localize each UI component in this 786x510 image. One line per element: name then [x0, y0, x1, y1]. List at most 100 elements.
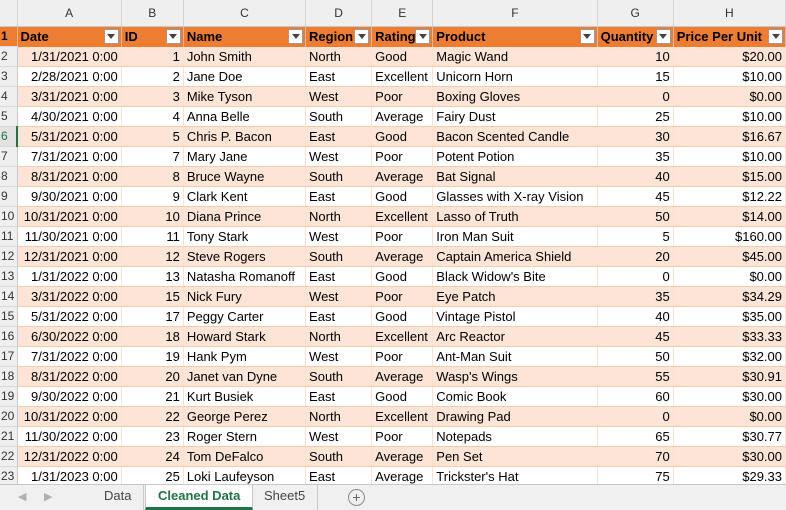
table-cell[interactable]: 3/31/2021 0:00 — [17, 86, 122, 107]
header-cell-name[interactable]: Name — [183, 26, 307, 47]
table-cell[interactable]: Average — [371, 366, 434, 387]
table-cell[interactable]: Unicorn Horn — [432, 66, 598, 87]
row-number[interactable]: 8 — [0, 166, 18, 187]
table-cell[interactable]: Chris P. Bacon — [183, 126, 307, 147]
table-cell[interactable]: 1 — [121, 46, 184, 67]
table-cell[interactable]: $14.00 — [673, 206, 786, 227]
header-cell-id[interactable]: ID — [121, 26, 184, 47]
row-number[interactable]: 23 — [0, 466, 18, 484]
table-cell[interactable]: Mary Jane — [183, 146, 307, 167]
table-cell[interactable]: Good — [371, 386, 434, 407]
filter-dropdown-icon[interactable] — [354, 29, 370, 44]
row-number[interactable]: 1 — [0, 26, 18, 47]
table-cell[interactable]: 11 — [121, 226, 184, 247]
table-cell[interactable]: 12/31/2022 0:00 — [17, 446, 122, 467]
table-cell[interactable]: Poor — [371, 86, 434, 107]
table-cell[interactable]: Steve Rogers — [183, 246, 307, 267]
table-cell[interactable]: Kurt Busiek — [183, 386, 307, 407]
table-cell[interactable]: Average — [371, 446, 434, 467]
table-cell[interactable]: Poor — [371, 146, 434, 167]
table-cell[interactable]: 18 — [121, 326, 184, 347]
table-cell[interactable]: 11/30/2021 0:00 — [17, 226, 122, 247]
tab-cleaned-data[interactable]: Cleaned Data — [145, 485, 254, 510]
table-cell[interactable]: 70 — [597, 446, 674, 467]
table-cell[interactable]: $10.00 — [673, 66, 786, 87]
table-cell[interactable]: Notepads — [432, 426, 598, 447]
table-cell[interactable]: Hank Pym — [183, 346, 307, 367]
table-cell[interactable]: Howard Stark — [183, 326, 307, 347]
table-cell[interactable]: 23 — [121, 426, 184, 447]
table-cell[interactable]: Roger Stern — [183, 426, 307, 447]
row-number[interactable]: 16 — [0, 326, 18, 347]
table-cell[interactable]: 9/30/2021 0:00 — [17, 186, 122, 207]
select-all-corner[interactable] — [0, 0, 18, 27]
table-cell[interactable]: 1/31/2022 0:00 — [17, 266, 122, 287]
table-cell[interactable]: Excellent — [371, 66, 434, 87]
row-number[interactable]: 18 — [0, 366, 18, 387]
table-cell[interactable]: 25 — [121, 466, 184, 484]
filter-dropdown-icon[interactable] — [165, 29, 181, 44]
row-number[interactable]: 7 — [0, 146, 18, 167]
table-cell[interactable]: East — [305, 386, 373, 407]
table-cell[interactable]: West — [305, 346, 373, 367]
row-number[interactable]: 4 — [0, 86, 18, 107]
table-cell[interactable]: 65 — [597, 426, 674, 447]
table-cell[interactable]: East — [305, 66, 373, 87]
table-cell[interactable]: West — [305, 86, 373, 107]
table-cell[interactable]: South — [305, 246, 373, 267]
filter-dropdown-icon[interactable] — [768, 29, 783, 44]
table-cell[interactable]: 2 — [121, 66, 184, 87]
table-cell[interactable]: 0 — [597, 266, 674, 287]
table-cell[interactable]: $30.77 — [673, 426, 786, 447]
row-number[interactable]: 21 — [0, 426, 18, 447]
table-cell[interactable]: Good — [371, 306, 434, 327]
table-cell[interactable]: 40 — [597, 166, 674, 187]
column-header-b[interactable]: B — [121, 0, 184, 27]
table-cell[interactable]: $160.00 — [673, 226, 786, 247]
row-number[interactable]: 14 — [0, 286, 18, 307]
table-cell[interactable]: 4/30/2021 0:00 — [17, 106, 122, 127]
table-cell[interactable]: John Smith — [183, 46, 307, 67]
table-cell[interactable]: 7 — [121, 146, 184, 167]
table-cell[interactable]: East — [305, 266, 373, 287]
table-cell[interactable]: North — [305, 46, 373, 67]
table-cell[interactable]: 15 — [121, 286, 184, 307]
table-cell[interactable]: South — [305, 106, 373, 127]
tab-sheet5[interactable]: Sheet5 — [252, 485, 319, 510]
table-cell[interactable]: Excellent — [371, 406, 434, 427]
table-cell[interactable]: 15 — [597, 66, 674, 87]
table-cell[interactable]: 3 — [121, 86, 184, 107]
row-number[interactable]: 6 — [0, 126, 19, 147]
table-cell[interactable]: Bacon Scented Candle — [432, 126, 598, 147]
table-cell[interactable]: 7/31/2022 0:00 — [17, 346, 122, 367]
table-cell[interactable]: Nick Fury — [183, 286, 307, 307]
table-cell[interactable]: 75 — [597, 466, 674, 484]
table-cell[interactable]: 22 — [121, 406, 184, 427]
table-cell[interactable]: Drawing Pad — [432, 406, 598, 427]
row-number[interactable]: 2 — [0, 46, 18, 67]
table-cell[interactable]: 24 — [121, 446, 184, 467]
table-cell[interactable]: $29.33 — [673, 466, 786, 484]
table-cell[interactable]: Bat Signal — [432, 166, 598, 187]
table-cell[interactable]: South — [305, 366, 373, 387]
table-cell[interactable]: 55 — [597, 366, 674, 387]
table-cell[interactable]: 5 — [597, 226, 674, 247]
column-header-h[interactable]: H — [673, 0, 786, 27]
row-number[interactable]: 11 — [0, 226, 18, 247]
table-cell[interactable]: 50 — [597, 206, 674, 227]
table-cell[interactable]: Good — [371, 266, 434, 287]
table-cell[interactable]: East — [305, 186, 373, 207]
column-header-e[interactable]: E — [371, 0, 434, 27]
table-cell[interactable]: West — [305, 426, 373, 447]
table-cell[interactable]: Eye Patch — [432, 286, 598, 307]
table-cell[interactable]: $30.00 — [673, 446, 786, 467]
table-cell[interactable]: Natasha Romanoff — [183, 266, 307, 287]
table-cell[interactable]: 9 — [121, 186, 184, 207]
table-cell[interactable]: Magic Wand — [432, 46, 598, 67]
filter-dropdown-icon[interactable] — [103, 29, 119, 44]
table-cell[interactable]: George Perez — [183, 406, 307, 427]
row-number[interactable]: 12 — [0, 246, 18, 267]
header-cell-product[interactable]: Product — [432, 26, 598, 47]
table-cell[interactable]: South — [305, 446, 373, 467]
table-cell[interactable]: Tom DeFalco — [183, 446, 307, 467]
